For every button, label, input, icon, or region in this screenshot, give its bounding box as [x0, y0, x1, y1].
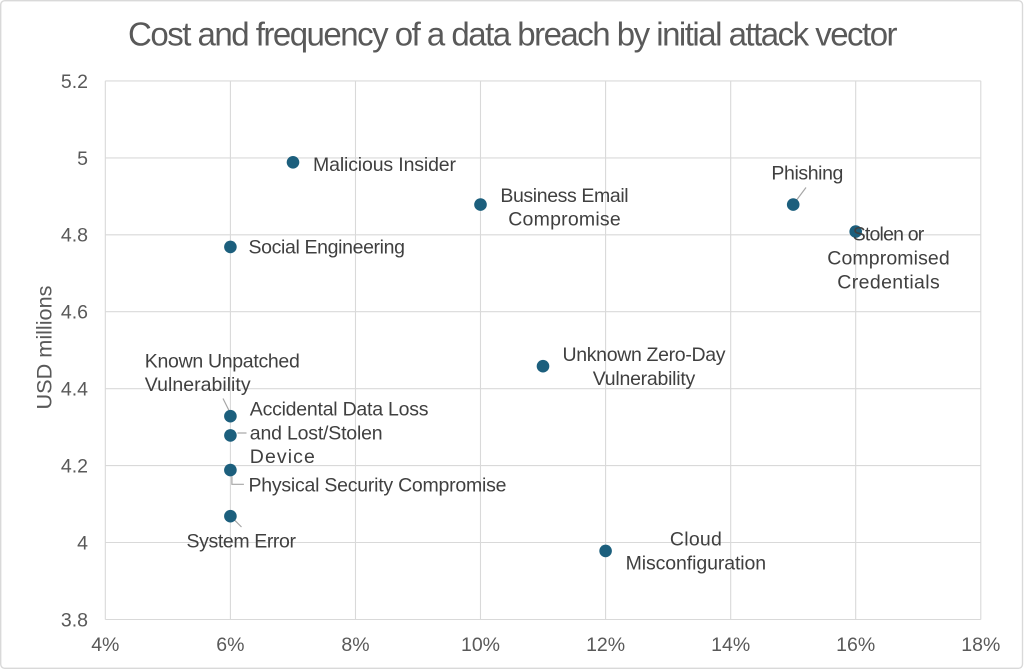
svg-text:Stolen or: Stolen or	[853, 224, 925, 246]
svg-text:Credentials: Credentials	[837, 272, 940, 294]
svg-text:Cloud: Cloud	[670, 529, 722, 551]
svg-text:Known Unpatched: Known Unpatched	[145, 350, 300, 372]
svg-text:Vulnerability: Vulnerability	[145, 374, 251, 396]
svg-text:8%: 8%	[341, 634, 369, 656]
svg-text:Misconfiguration: Misconfiguration	[626, 553, 767, 575]
svg-text:14%: 14%	[711, 634, 750, 656]
svg-text:4%: 4%	[91, 634, 119, 656]
svg-text:18%: 18%	[961, 634, 1000, 656]
svg-text:Physical Security Compromise: Physical Security Compromise	[249, 475, 507, 497]
svg-text:Cost and frequency of a data b: Cost and frequency of a data breach by i…	[128, 16, 898, 53]
svg-text:3.8: 3.8	[61, 609, 88, 631]
svg-text:and Lost/Stolen: and Lost/Stolen	[250, 423, 383, 445]
svg-text:Phishing: Phishing	[771, 162, 843, 184]
svg-text:5: 5	[77, 148, 88, 170]
svg-text:Malicious Insider: Malicious Insider	[313, 154, 457, 176]
svg-text:4.2: 4.2	[61, 456, 88, 478]
svg-text:Accidental Data Loss: Accidental Data Loss	[250, 399, 429, 421]
svg-text:16%: 16%	[836, 634, 875, 656]
svg-text:Social Engineering: Social Engineering	[249, 237, 406, 259]
svg-text:10%: 10%	[461, 634, 500, 656]
svg-text:4: 4	[77, 532, 88, 554]
svg-text:Business Email: Business Email	[500, 185, 628, 207]
svg-text:Compromise: Compromise	[508, 209, 621, 231]
svg-text:Device: Device	[250, 446, 315, 468]
svg-text:5.2: 5.2	[61, 71, 88, 93]
svg-text:Unknown Zero-Day: Unknown Zero-Day	[563, 344, 726, 366]
svg-text:Vulnerability: Vulnerability	[593, 368, 696, 390]
svg-text:12%: 12%	[586, 634, 625, 656]
svg-text:System Error: System Error	[187, 531, 297, 553]
svg-text:6%: 6%	[216, 634, 244, 656]
svg-text:USD millions: USD millions	[32, 285, 57, 409]
svg-text:4.8: 4.8	[61, 225, 88, 247]
svg-text:Compromised: Compromised	[827, 248, 950, 270]
svg-text:4.6: 4.6	[61, 302, 88, 324]
svg-text:4.4: 4.4	[61, 379, 88, 401]
